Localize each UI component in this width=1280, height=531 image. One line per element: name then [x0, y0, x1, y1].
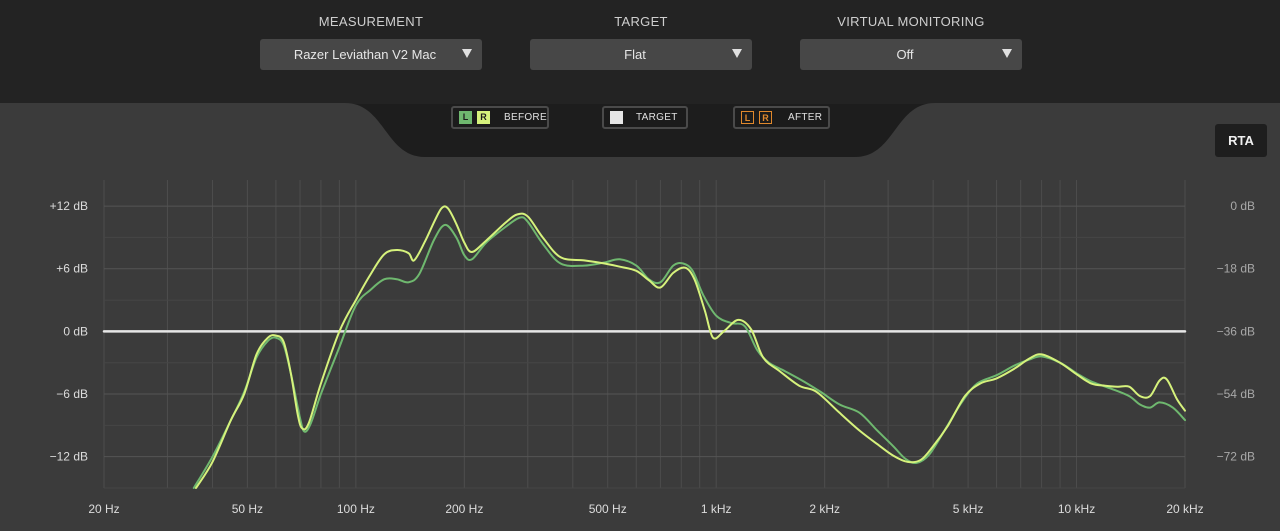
x-tick-label: 50 Hz	[232, 502, 263, 516]
y-axis-left: +12 dB +6 dB 0 dB −6 dB −12 dB	[50, 199, 88, 464]
virtual-monitoring-value: Off	[896, 47, 914, 62]
before-left-swatch: L	[459, 111, 472, 124]
legend-target-toggle[interactable]: TARGET	[602, 106, 688, 129]
target-value: Flat	[624, 47, 646, 62]
before-right-curve	[195, 205, 1186, 489]
y2-tick-label: −72 dB	[1217, 450, 1255, 464]
y-axis-right: 0 dB −18 dB −36 dB −54 dB −72 dB	[1217, 199, 1255, 464]
virtual-monitoring-dropdown[interactable]: Off	[800, 39, 1022, 70]
after-right-swatch: R	[759, 111, 772, 124]
top-toolbar: MEASUREMENT Razer Leviathan V2 Mac TARGE…	[0, 0, 1280, 104]
x-tick-label: 500 Hz	[589, 502, 627, 516]
chart-panel	[0, 103, 1280, 531]
legend-before-toggle[interactable]: L R BEFORE	[451, 106, 549, 129]
measurement-dropdown[interactable]: Razer Leviathan V2 Mac	[260, 39, 482, 70]
x-tick-label: 10 kHz	[1058, 502, 1095, 516]
y-tick-label: +6 dB	[56, 262, 88, 276]
y2-tick-label: −36 dB	[1217, 324, 1255, 338]
y-tick-label: +12 dB	[50, 199, 88, 213]
x-tick-label: 200 Hz	[445, 502, 483, 516]
target-swatch	[610, 111, 623, 124]
x-tick-label: 2 kHz	[809, 502, 840, 516]
x-axis: 20 Hz 50 Hz 100 Hz 200 Hz 500 Hz 1 kHz 2 kHz 5 …	[88, 502, 1203, 516]
chevron-down-icon	[1002, 49, 1012, 58]
rta-button[interactable]: RTA	[1215, 124, 1267, 157]
virtual-monitoring-title: VIRTUAL MONITORING	[837, 14, 985, 29]
x-tick-label: 1 kHz	[701, 502, 732, 516]
legend-before-label: BEFORE	[504, 112, 547, 123]
before-right-swatch: R	[477, 111, 490, 124]
before-left-curve	[192, 216, 1186, 489]
series-layer	[102, 205, 1187, 489]
legend-after-label: AFTER	[788, 112, 823, 123]
measurement-title: MEASUREMENT	[318, 14, 424, 29]
y-tick-label: −12 dB	[50, 450, 88, 464]
frequency-response-chart: +12 dB +6 dB 0 dB −6 dB −12 dB 0 dB −18 dB −36…	[0, 103, 1280, 531]
target-dropdown[interactable]: Flat	[530, 39, 752, 70]
y2-tick-label: −18 dB	[1217, 262, 1255, 276]
measurement-value: Razer Leviathan V2 Mac	[293, 47, 437, 62]
target-title: TARGET	[614, 14, 668, 29]
chevron-down-icon	[462, 49, 472, 58]
legend-target-label: TARGET	[636, 112, 678, 123]
legend-after-toggle[interactable]: L R AFTER	[733, 106, 830, 129]
chevron-down-icon	[732, 49, 742, 58]
y2-tick-label: −54 dB	[1217, 387, 1255, 401]
y-tick-label: −6 dB	[56, 387, 88, 401]
after-left-swatch: L	[741, 111, 754, 124]
x-tick-label: 20 Hz	[88, 502, 119, 516]
chart-grid	[103, 180, 1186, 489]
y2-tick-label: 0 dB	[1230, 199, 1255, 213]
x-tick-label: 5 kHz	[953, 502, 984, 516]
x-tick-label: 20 kHz	[1166, 502, 1203, 516]
y-tick-label: 0 dB	[63, 324, 88, 338]
x-tick-label: 100 Hz	[337, 502, 375, 516]
